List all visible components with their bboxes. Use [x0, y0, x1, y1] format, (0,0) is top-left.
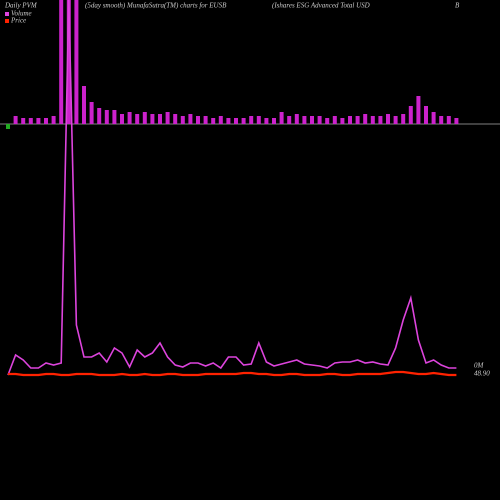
volume-bar — [272, 118, 276, 124]
series-line — [7, 0, 457, 376]
volume-bar — [241, 118, 246, 124]
series-line — [8, 370, 457, 377]
volume-bar — [158, 114, 162, 124]
volume-bar — [36, 118, 41, 124]
volume-bar — [218, 116, 223, 124]
volume-bar — [454, 118, 459, 124]
volume-bar — [408, 106, 413, 124]
volume-bar — [439, 116, 444, 124]
volume-bar — [249, 116, 254, 124]
volume-bar — [234, 118, 238, 124]
volume-bar — [424, 106, 428, 124]
volume-bar — [401, 114, 406, 124]
volume-bar — [51, 116, 56, 124]
volume-bar — [386, 114, 390, 124]
legend-label: Volume — [11, 10, 32, 18]
chart-subtitle: (5day smooth) MunafaSutra(TM) charts for… — [85, 2, 227, 10]
volume-bar — [44, 118, 48, 124]
volume-label: 0M — [474, 362, 485, 370]
volume-bar — [120, 114, 124, 124]
legend-label: Price — [10, 17, 26, 25]
volume-bar — [142, 112, 147, 124]
volume-bar — [97, 108, 102, 124]
volume-bar — [264, 118, 269, 124]
volume-bar — [363, 114, 368, 124]
volume-bar — [317, 116, 322, 124]
volume-bar — [378, 116, 383, 124]
stock-name-end: B — [455, 2, 460, 10]
volume-bar — [294, 114, 299, 124]
volume-bar — [393, 116, 398, 124]
stock-name: (Ishares ESG Advanced Total USD — [272, 2, 370, 10]
volume-bar — [82, 86, 86, 124]
volume-bar — [150, 114, 155, 124]
price-label: 48.90 — [474, 370, 490, 378]
volume-bar — [180, 116, 185, 124]
volume-bar — [6, 124, 10, 129]
legend-swatch — [5, 19, 9, 23]
legend-swatch — [5, 12, 9, 16]
volume-bar — [226, 118, 231, 124]
volume-bar — [446, 116, 451, 124]
volume-bar — [332, 116, 337, 124]
volume-bar — [325, 118, 330, 124]
volume-bar — [256, 116, 261, 124]
volume-bar — [13, 116, 18, 124]
volume-bar — [89, 102, 94, 124]
volume-bar — [188, 114, 193, 124]
volume-bar — [127, 112, 132, 124]
volume-bar — [355, 116, 360, 124]
volume-bar — [173, 114, 178, 124]
volume-bar — [66, 0, 71, 124]
volume-bar — [196, 116, 200, 124]
volume-bar — [28, 118, 33, 124]
volume-bar — [203, 116, 208, 124]
volume-bar — [165, 112, 170, 124]
volume-bar — [431, 112, 436, 124]
volume-bar — [59, 0, 64, 124]
volume-bar — [416, 96, 421, 124]
volume-bar — [348, 116, 352, 124]
chart-title: Daily PVM — [4, 2, 38, 10]
volume-bar — [211, 118, 216, 124]
volume-bar — [74, 0, 79, 124]
volume-bar — [135, 114, 140, 124]
volume-bar — [370, 116, 375, 124]
volume-bar — [112, 110, 117, 124]
volume-bar — [279, 112, 284, 124]
volume-bar — [302, 116, 307, 124]
volume-bar — [104, 110, 109, 124]
volume-bar — [21, 118, 26, 124]
volume-bar — [340, 118, 345, 124]
volume-bar — [287, 116, 292, 124]
volume-bar — [310, 116, 314, 124]
